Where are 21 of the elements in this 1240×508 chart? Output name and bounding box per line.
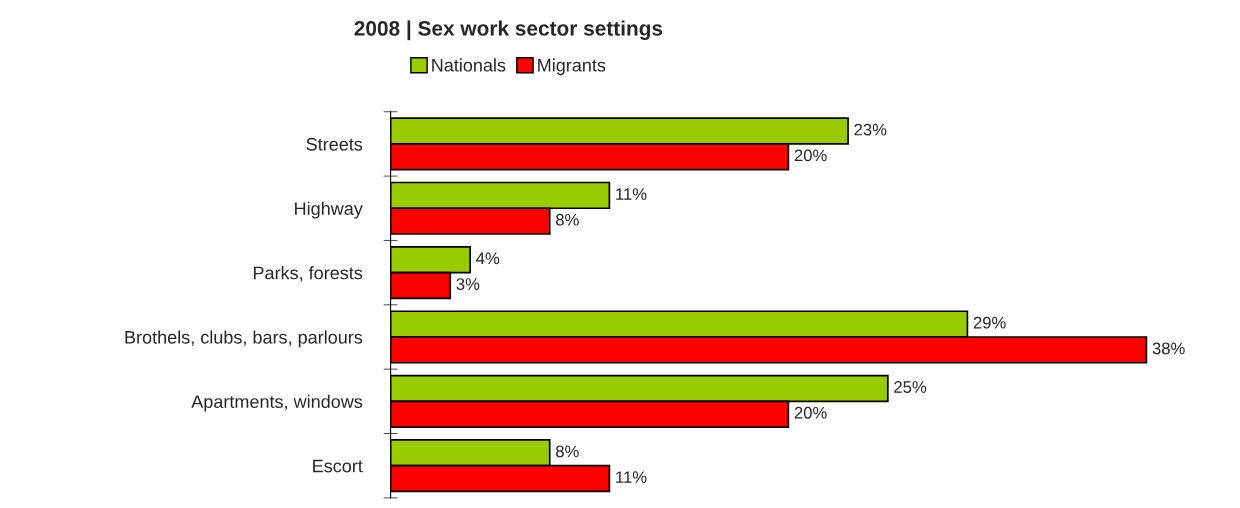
legend-label: Nationals bbox=[432, 58, 506, 72]
y-tick-label: Escort bbox=[313, 459, 363, 473]
chart-title: 2008 | Sex work sector settings bbox=[354, 20, 663, 41]
data-label: 29% bbox=[973, 316, 1006, 329]
data-label: 25% bbox=[894, 381, 927, 393]
data-label: 8% bbox=[556, 445, 579, 458]
data-label: 23% bbox=[854, 123, 887, 136]
data-label: 38% bbox=[1152, 342, 1185, 355]
legend-label: Migrants bbox=[538, 58, 606, 76]
data-label: 3% bbox=[456, 278, 480, 290]
y-tick-label: Parks, forests bbox=[253, 266, 363, 282]
data-label: 11% bbox=[616, 188, 647, 200]
data-label: 20% bbox=[794, 406, 827, 419]
y-tick-label: Highway bbox=[295, 201, 363, 219]
data-label: 11% bbox=[616, 471, 647, 483]
data-label: 8% bbox=[556, 213, 579, 226]
data-label: 4% bbox=[476, 252, 500, 265]
y-tick-label: Streets bbox=[306, 137, 363, 151]
data-label: 20% bbox=[794, 149, 827, 162]
y-tick-label: Apartments, windows bbox=[191, 394, 363, 412]
y-tick-label: Brothels, clubs, bars, parlours bbox=[125, 330, 363, 348]
